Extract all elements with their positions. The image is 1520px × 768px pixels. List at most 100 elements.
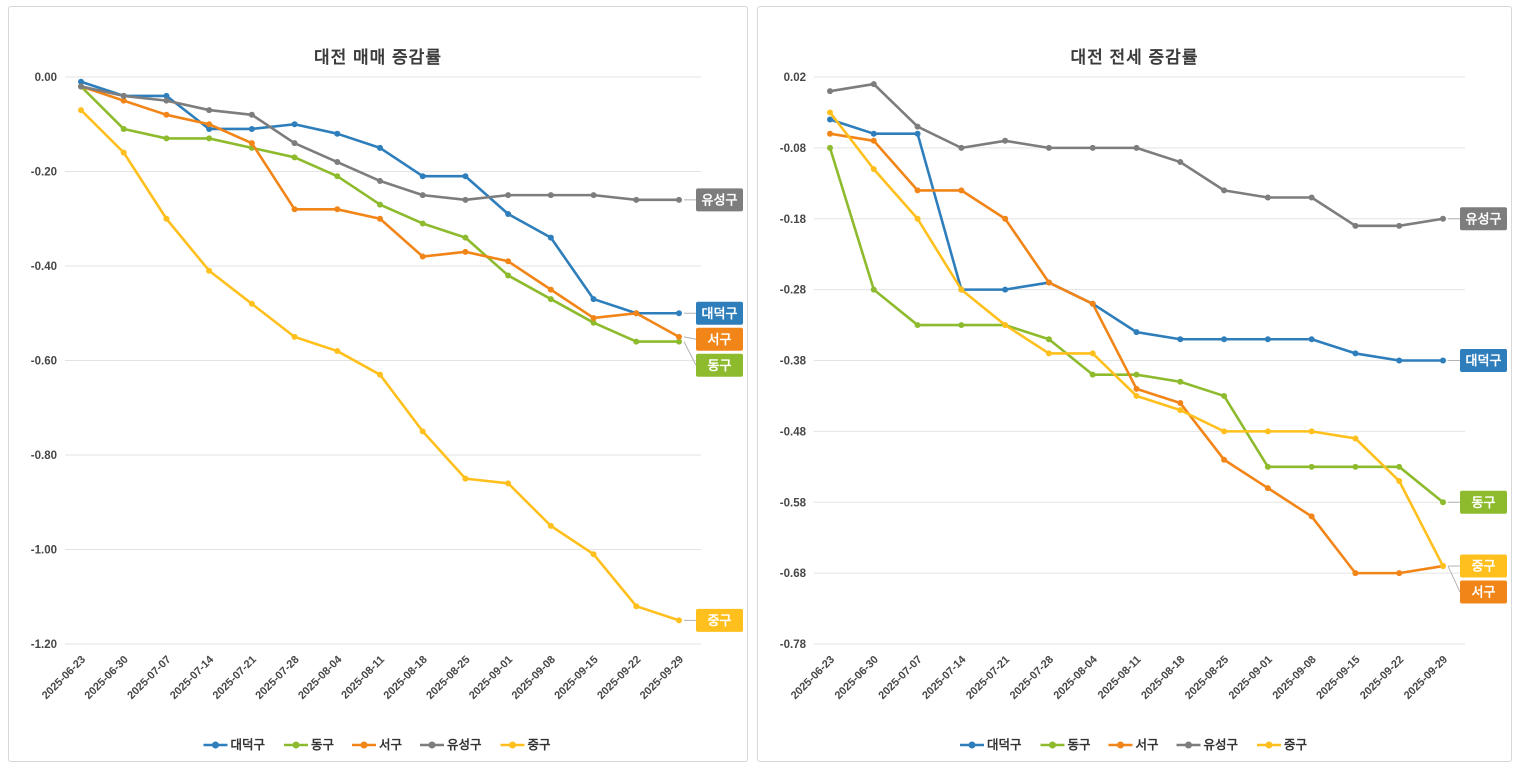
data-point-seo-gu (377, 215, 383, 222)
y-tick-label: -0.08 (780, 143, 807, 155)
series-label-text: 서구 (1472, 585, 1496, 600)
data-point-dong-gu (1045, 336, 1052, 343)
data-point-jung-gu (248, 300, 255, 307)
series-line-jung-gu (828, 111, 1445, 568)
data-point-seo-gu (547, 286, 554, 293)
y-tick-label: 0.02 (784, 72, 806, 84)
data-point-dong-gu (120, 125, 127, 132)
x-tick-label: 2025-06-23 (40, 654, 88, 702)
series-label-text: 중구 (1472, 559, 1496, 574)
data-point-seo-gu (590, 314, 597, 321)
legend-marker-dot (509, 741, 516, 749)
legend-label: 서구 (1136, 737, 1160, 752)
data-point-dong-gu (291, 154, 298, 161)
legend-label: 중구 (528, 738, 552, 752)
x-tick-label: 2025-09-08 (510, 654, 558, 702)
data-point-dong-gu (419, 220, 426, 227)
label-leader-line (1447, 565, 1461, 593)
data-point-yuseong-gu (1002, 137, 1009, 144)
x-tick-label: 2025-07-07 (125, 654, 173, 702)
series-label-box (1460, 580, 1507, 604)
legend-marker-dot (1049, 741, 1056, 749)
data-point-yuseong-gu (462, 196, 469, 203)
data-point-yuseong-gu (633, 196, 640, 203)
x-tick-label: 2025-09-22 (1358, 654, 1406, 702)
data-point-jung-gu (633, 603, 640, 610)
series-label-seo-gu: 서구 (1460, 580, 1507, 604)
data-point-seo-gu (248, 140, 255, 147)
x-tick-label: 2025-06-23 (789, 654, 837, 702)
data-point-daedeok-gu (1002, 286, 1009, 293)
y-tick-label: 0.00 (35, 72, 57, 84)
data-point-yuseong-gu (206, 107, 213, 114)
data-point-jung-gu (827, 109, 833, 116)
data-point-jung-gu (78, 107, 84, 114)
data-point-yuseong-gu (1308, 194, 1315, 201)
data-point-daedeok-gu (206, 125, 213, 132)
data-point-jung-gu (1177, 407, 1184, 414)
x-tick-label: 2025-08-25 (424, 654, 472, 702)
legend-label: 대덕구 (231, 737, 266, 752)
data-point-daedeok-gu (1177, 336, 1184, 343)
y-tick-label: -0.78 (780, 639, 807, 651)
legend-marker-dot (428, 741, 436, 749)
series-dong-gu (78, 83, 682, 345)
legend-label: 유성구 (447, 738, 482, 752)
data-point-yuseong-gu (870, 81, 877, 88)
series-label-box (696, 327, 743, 351)
data-point-dong-gu (1089, 371, 1096, 378)
x-tick-label: 2025-08-18 (382, 654, 430, 702)
data-point-yuseong-gu (78, 83, 84, 90)
data-point-seo-gu (505, 258, 512, 265)
legend-item-dong-gu: 동구 (284, 738, 335, 752)
data-point-jung-gu (676, 617, 682, 624)
data-point-dong-gu (633, 338, 640, 345)
y-tick-label: -0.20 (31, 167, 57, 179)
data-point-yuseong-gu (958, 144, 965, 151)
data-point-dong-gu (1396, 463, 1403, 470)
data-point-dong-gu (1440, 499, 1446, 506)
y-tick-label: -1.00 (31, 545, 57, 557)
y-tick-label: -0.28 (780, 285, 807, 297)
series-label-text: 동구 (1472, 495, 1496, 510)
label-leader-line (683, 341, 697, 366)
sale-chart-panel: 대전 매매 증감률 0.00 -0.20 -0.40 -0.60 -0.80 -1.00 -… (8, 6, 748, 762)
data-point-dong-gu (827, 144, 833, 151)
data-point-jung-gu (1089, 350, 1096, 357)
data-point-dong-gu (462, 234, 469, 241)
data-point-dong-gu (1221, 392, 1228, 399)
series-label-text: 동구 (708, 358, 732, 373)
series-dong-gu (827, 144, 1446, 506)
data-point-dong-gu (505, 272, 512, 279)
series-yuseong-gu (827, 81, 1446, 229)
data-point-daedeok-gu (419, 173, 426, 180)
data-point-seo-gu (1264, 485, 1271, 492)
jeonse-chart: 0.02 -0.08 -0.18 -0.28 -0.38 -0.48 -0.58 -0.68 -… (780, 72, 1507, 752)
data-point-daedeok-gu (1221, 336, 1228, 343)
series-seo-gu (78, 83, 682, 340)
data-point-daedeok-gu (870, 130, 877, 137)
data-point-daedeok-gu (1440, 357, 1446, 364)
series-label-box (696, 188, 743, 212)
data-point-yuseong-gu (291, 140, 298, 147)
data-point-dong-gu (1133, 371, 1140, 378)
legend-item-daedeok-gu: 대덕구 (203, 737, 266, 752)
x-tick-label: 2025-07-14 (168, 653, 217, 702)
legend-label: 중구 (1284, 738, 1308, 752)
legend-marker-dot (1117, 741, 1124, 749)
data-point-jung-gu (1440, 563, 1446, 570)
data-point-seo-gu (1308, 513, 1315, 520)
data-point-jung-gu (163, 215, 170, 222)
jeonse-chart-panel: 대전 전세 증감률 0.02 -0.08 -0.18 -0.28 -0.38 -0.48 -… (757, 6, 1512, 762)
series-seo-gu (827, 130, 1446, 577)
series-jung-gu (827, 109, 1446, 570)
data-point-yuseong-gu (419, 192, 426, 199)
data-point-dong-gu (163, 135, 170, 142)
series-label-text: 대덕구 (702, 306, 738, 321)
sale-chart-title: 대전 매매 증감률 (314, 48, 442, 68)
y-tick-label: -0.58 (780, 497, 807, 509)
data-point-daedeok-gu (505, 211, 512, 218)
x-tick-label: 2025-07-14 (920, 653, 969, 702)
data-point-seo-gu (1045, 279, 1052, 286)
data-point-seo-gu (1352, 570, 1359, 577)
